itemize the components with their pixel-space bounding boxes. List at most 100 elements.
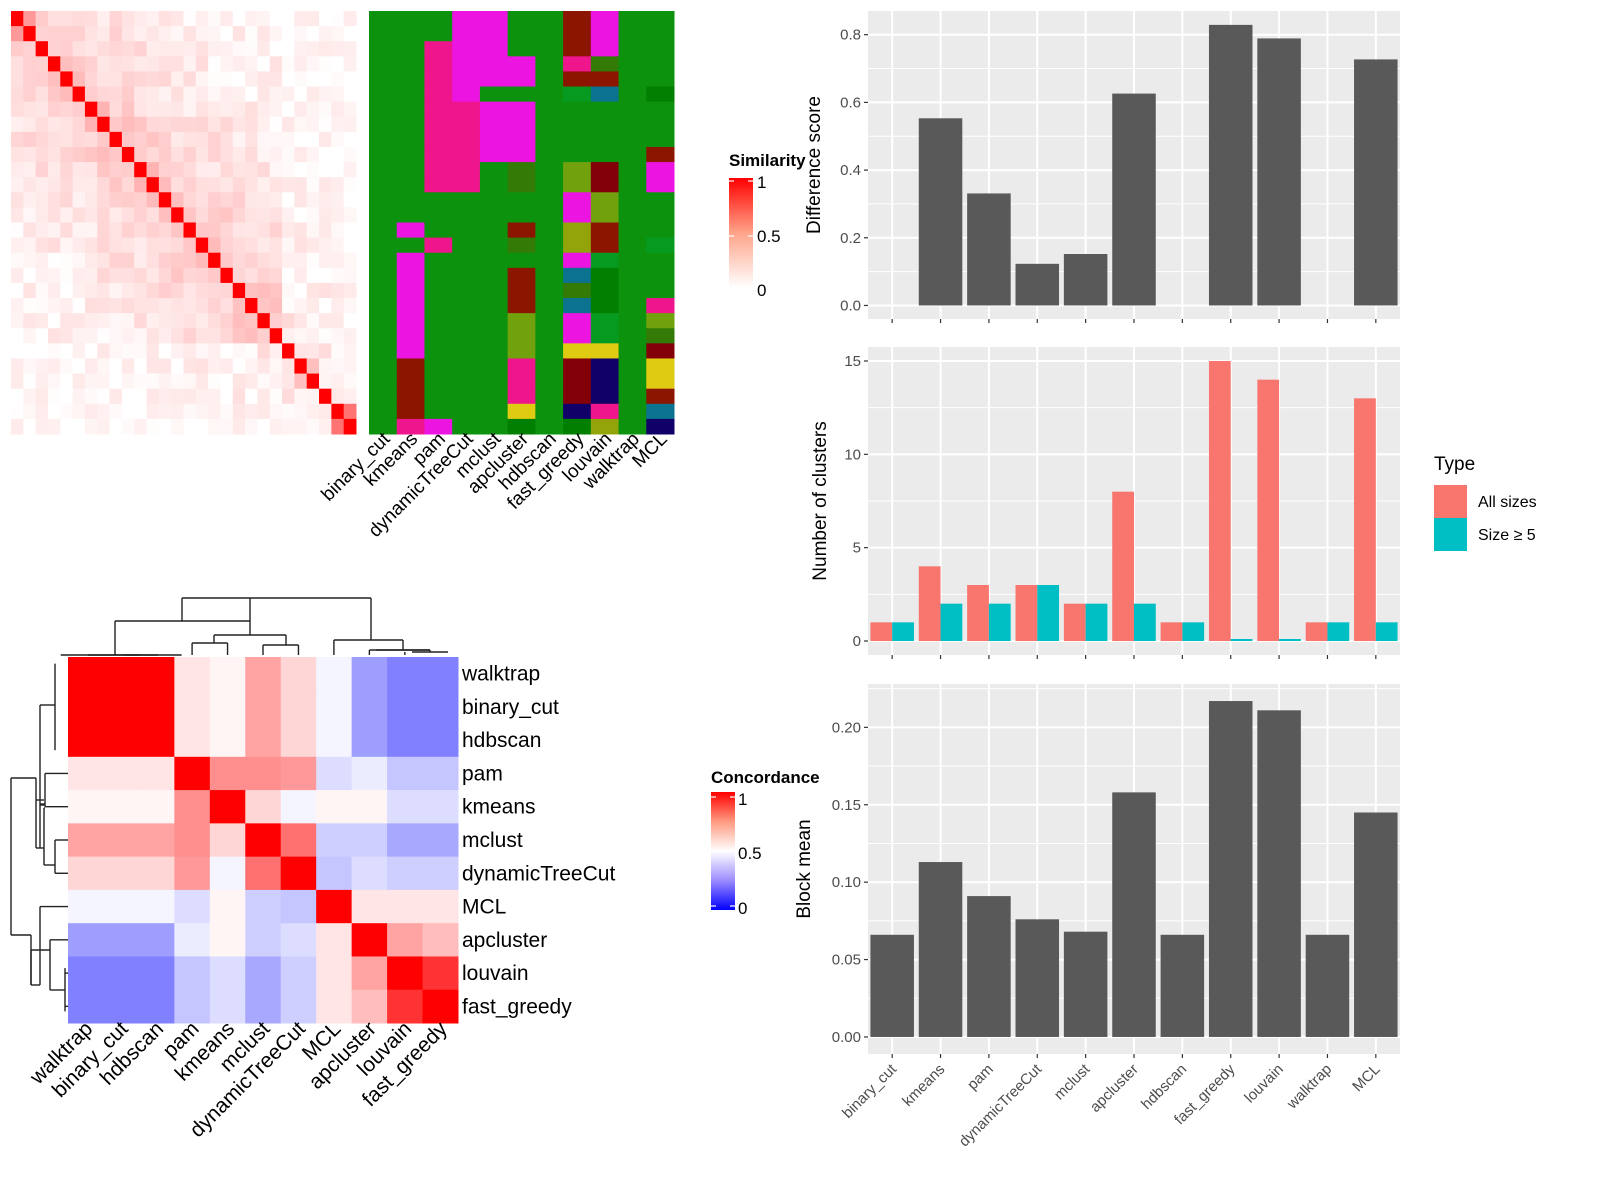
similarity-cell [319, 177, 332, 193]
similarity-cell [195, 358, 209, 375]
cluster-cell-MCL [646, 237, 675, 254]
concordance-cell [68, 723, 104, 758]
similarity-cell [282, 146, 295, 163]
bar-MCL-size-ge-5 [1375, 622, 1398, 641]
cluster-cell-fast_greedy [563, 86, 592, 103]
cluster-cell-mclust [479, 86, 509, 103]
similarity-cell [72, 313, 86, 329]
cluster-cell-hdbscan [535, 41, 564, 57]
similarity-cell [282, 403, 295, 420]
similarity-cell [245, 177, 258, 193]
cluster-cell-mclust [479, 237, 509, 254]
bar-pam [967, 896, 1011, 1037]
similarity-cell [306, 222, 320, 239]
cluster-cell-MCL [646, 282, 675, 299]
similarity-cell [269, 343, 283, 359]
similarity-cell [84, 192, 98, 208]
cluster-cell-MCL [646, 403, 675, 420]
similarity-cell [72, 418, 86, 435]
similarity-cell [23, 71, 37, 88]
concordance-cell [209, 956, 246, 991]
x-tick-label-dynamicTreeCut: dynamicTreeCut [956, 1060, 1046, 1150]
similarity-cell [84, 313, 98, 329]
similarity-cell [97, 116, 111, 133]
cluster-cell-pam [424, 313, 453, 329]
similarity-cell [97, 252, 111, 269]
similarity-cell [134, 86, 148, 103]
similarity-cell [232, 192, 246, 208]
cluster-cell-mclust [479, 418, 509, 435]
cluster-cell-apcluster [507, 26, 536, 42]
similarity-cell [183, 388, 197, 405]
cluster-cell-apcluster [507, 207, 536, 223]
similarity-cell [35, 41, 49, 57]
similarity-cell [23, 373, 37, 390]
similarity-cell [195, 162, 209, 178]
cluster-cell-fast_greedy [563, 373, 592, 390]
concordance-cell [387, 690, 424, 725]
similarity-cell [146, 56, 160, 72]
similarity-cell [294, 11, 308, 27]
bar-dynamicTreeCut [1015, 919, 1060, 1037]
cluster-cell-kmeans [396, 328, 425, 344]
similarity-cell [232, 146, 246, 163]
similarity-cell [282, 313, 295, 329]
similarity-cell [220, 358, 234, 375]
cluster-cell-walktrap [618, 177, 647, 193]
similarity-cell [146, 373, 160, 390]
similarity-cell [84, 11, 98, 27]
similarity-cell [282, 162, 295, 178]
similarity-cell [282, 358, 295, 375]
cluster-cell-pam [424, 343, 453, 359]
similarity-cell [72, 41, 86, 57]
cluster-cell-kmeans [396, 131, 425, 148]
similarity-cell [208, 298, 221, 314]
similarity-cell [158, 41, 172, 57]
cluster-cell-hdbscan [535, 56, 564, 72]
similarity-cell [97, 222, 111, 239]
cluster-cell-kmeans [396, 282, 425, 299]
similarity-cell [121, 11, 135, 27]
similarity-cell [97, 237, 111, 254]
similarity-cell [23, 11, 37, 27]
similarity-cell [319, 403, 332, 420]
similarity-cell [343, 101, 357, 118]
cluster-cell-louvain [590, 252, 620, 269]
similarity-cell [72, 282, 86, 299]
similarity-cell [11, 86, 24, 103]
similarity-cell [306, 373, 320, 390]
cluster-cell-apcluster [507, 267, 536, 284]
concordance-cell [387, 790, 424, 824]
concordance-cell [245, 790, 282, 824]
similarity-cell [269, 177, 283, 193]
concordance-cell [138, 923, 175, 957]
similarity-cell [245, 403, 258, 420]
cluster-cell-binary_cut [369, 328, 398, 344]
cluster-cell-dynamicTreeCut [452, 298, 481, 314]
similarity-cell [11, 207, 24, 223]
cluster-cell-louvain [590, 71, 620, 88]
similarity-cell [72, 328, 86, 344]
similarity-cell [183, 192, 197, 208]
similarity-cell [319, 26, 332, 42]
similarity-cell [134, 26, 148, 42]
similarity-cell [23, 116, 37, 133]
similarity-cell [232, 313, 246, 329]
cluster-cell-binary_cut [369, 131, 398, 148]
cluster-cell-fast_greedy [563, 282, 592, 299]
similarity-cell [294, 373, 308, 390]
similarity-cell [294, 192, 308, 208]
concordance-cell [68, 956, 104, 991]
similarity-cell [306, 418, 320, 435]
cluster-cell-apcluster [507, 388, 536, 405]
similarity-cell [109, 267, 123, 284]
similarity-cell [195, 403, 209, 420]
concordance-cell [209, 790, 246, 824]
similarity-cell [331, 192, 345, 208]
concordance-cell [351, 756, 388, 791]
similarity-cell [109, 71, 123, 88]
similarity-cell [282, 373, 295, 390]
cluster-cell-mclust [479, 388, 509, 405]
y-tick-label: 0.05 [832, 952, 861, 969]
similarity-cell [183, 162, 197, 178]
